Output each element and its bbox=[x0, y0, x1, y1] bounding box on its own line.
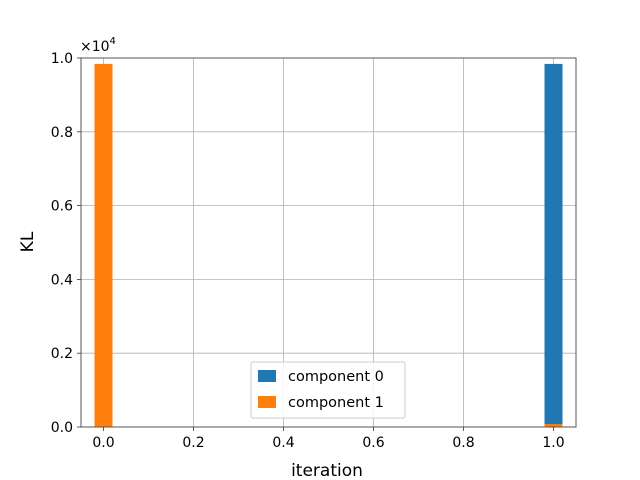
x-axis-ticks: 0.0 0.2 0.4 0.6 0.8 1.0 bbox=[92, 427, 565, 451]
y-tick-label: 0.6 bbox=[51, 199, 73, 215]
x-tick-label: 0.4 bbox=[272, 435, 294, 451]
y-multiplier: ×104 bbox=[80, 36, 116, 55]
y-tick-label: 1.0 bbox=[51, 51, 73, 67]
bar-component-1-0 bbox=[94, 63, 113, 428]
y-axis-ticks: 0.0 0.2 0.4 0.6 0.8 1.0 bbox=[51, 51, 81, 436]
y-tick-label: 0.4 bbox=[51, 272, 73, 288]
x-tick-label: 1.0 bbox=[542, 435, 564, 451]
x-tick-label: 0.0 bbox=[92, 435, 114, 451]
y-tick-label: 0.0 bbox=[51, 420, 73, 436]
plot-frame bbox=[80, 57, 577, 428]
y-multiplier-exponent: 4 bbox=[110, 36, 116, 47]
legend: component 0 component 1 bbox=[250, 361, 406, 419]
legend-swatch-component-1 bbox=[258, 396, 276, 408]
legend-label-component-1: component 1 bbox=[288, 395, 384, 411]
y-axis-label: KL bbox=[18, 231, 38, 252]
x-tick-label: 0.6 bbox=[362, 435, 384, 451]
legend-box bbox=[250, 361, 406, 419]
bars bbox=[94, 63, 563, 428]
legend-label-component-0: component 0 bbox=[288, 369, 384, 385]
bar-component-0-1 bbox=[544, 63, 563, 428]
y-multiplier-base: ×10 bbox=[80, 39, 110, 55]
y-tick-label: 0.2 bbox=[51, 346, 73, 362]
grid-lines bbox=[81, 57, 576, 428]
y-tick-label: 0.8 bbox=[51, 125, 73, 141]
bar-component-1-1 bbox=[544, 424, 563, 427]
legend-swatch-component-0 bbox=[258, 370, 276, 382]
x-tick-label: 0.2 bbox=[182, 435, 204, 451]
x-axis-label: iteration bbox=[291, 461, 363, 480]
x-tick-label: 0.8 bbox=[452, 435, 474, 451]
